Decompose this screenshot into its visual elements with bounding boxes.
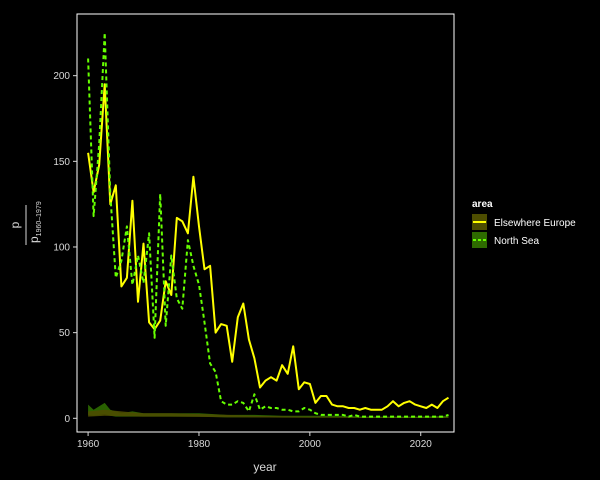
y-axis-title-denominator: p xyxy=(27,236,41,243)
x-tick-label-1960: 1960 xyxy=(77,439,100,450)
x-axis: 1960 1980 2000 2020 xyxy=(77,432,432,450)
y-axis: 0 50 100 150 200 xyxy=(53,71,77,425)
plot-panel xyxy=(76,13,455,433)
x-tick-label-2000: 2000 xyxy=(299,439,322,450)
legend-item-north-sea: North Sea xyxy=(472,232,539,248)
y-tick-label-200: 200 xyxy=(53,71,70,82)
legend-item-elsewhere-europe: Elsewhere Europe xyxy=(472,214,576,230)
x-tick-label-1980: 1980 xyxy=(188,439,211,450)
y-tick-label-150: 150 xyxy=(53,157,70,168)
series-line-north-sea xyxy=(87,31,449,418)
x-tick-label-2020: 2020 xyxy=(410,439,433,450)
y-axis-title-subscript: 1960–1979 xyxy=(36,201,43,236)
y-axis-title: p p1960–1979 xyxy=(8,201,43,245)
svg-text:p1960–1979: p1960–1979 xyxy=(27,201,43,243)
series-line-elsewhere-europe xyxy=(87,83,450,411)
y-tick-label-0: 0 xyxy=(64,414,70,425)
legend: area Elsewhere Europe North Sea xyxy=(472,199,576,248)
legend-label-north-sea: North Sea xyxy=(494,236,539,247)
x-axis-title: year xyxy=(253,460,276,474)
legend-title: area xyxy=(472,199,493,210)
y-tick-label-100: 100 xyxy=(53,242,70,253)
legend-label-elsewhere-europe: Elsewhere Europe xyxy=(494,218,576,229)
y-tick-label-50: 50 xyxy=(59,328,71,339)
ribbon-elsewhere-europe xyxy=(88,409,449,418)
series-layer xyxy=(87,31,450,418)
ribbon-layer xyxy=(88,402,449,418)
y-axis-title-numerator: p xyxy=(8,221,22,228)
